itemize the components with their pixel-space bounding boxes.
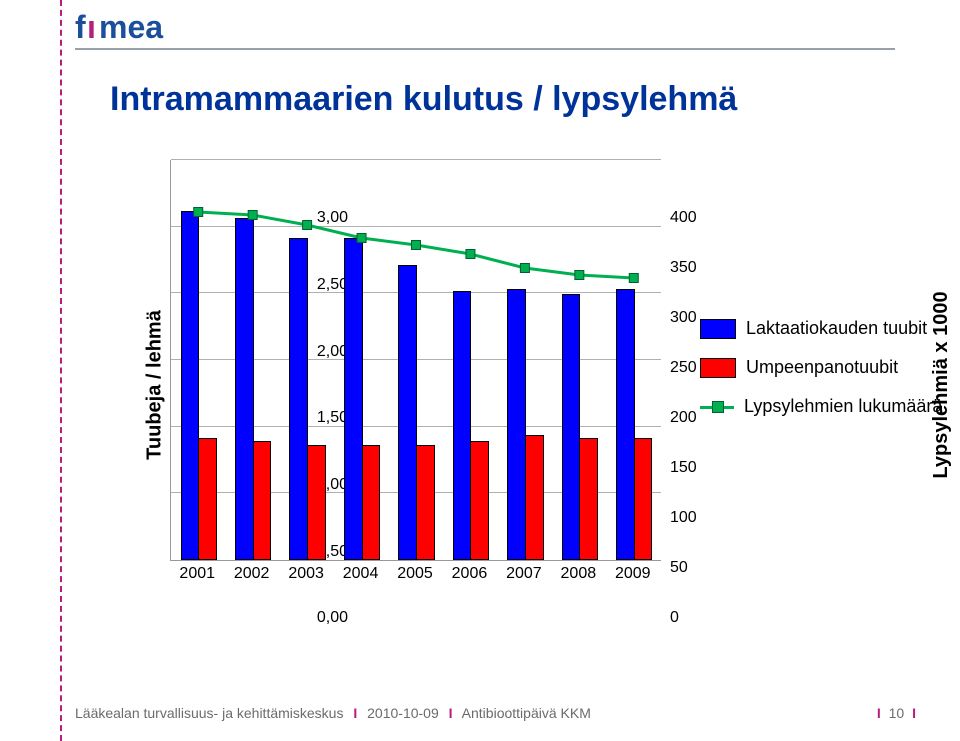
legend-item-umpeen: Umpeenpanotuubit (700, 357, 942, 378)
bar-umpeen (470, 441, 489, 560)
y1-axis-label: Tuubeja / lehmä (143, 310, 166, 460)
bar-umpeen (307, 445, 326, 560)
bar-laktaatio (453, 291, 472, 560)
decor-dashed-vertical (60, 0, 63, 741)
page: f ı mea Intramammaarien kulutus / lypsyl… (0, 0, 960, 741)
legend-swatch-line (700, 398, 734, 416)
y2-tick: 50 (670, 559, 720, 577)
x-tick: 2002 (234, 565, 270, 583)
footer-page: 10 (889, 705, 905, 721)
y2-tick: 400 (670, 209, 720, 227)
y2-tick: 0 (670, 609, 720, 627)
bar-laktaatio (398, 265, 417, 560)
footer-sep: I (912, 705, 916, 721)
legend-swatch-red (700, 358, 736, 378)
svg-text:ı: ı (87, 10, 96, 45)
y2-tick: 100 (670, 509, 720, 527)
footer-right: I 10 I (873, 705, 920, 721)
bar-laktaatio (289, 238, 308, 560)
bar-laktaatio (181, 211, 200, 560)
bar-laktaatio (235, 218, 254, 560)
x-tick: 2009 (615, 565, 651, 583)
footer-org: Lääkealan turvallisuus- ja kehittämiskes… (75, 705, 343, 721)
chart-title: Intramammaarien kulutus / lypsylehmä (110, 80, 737, 119)
y1-tick: 0,00 (298, 609, 348, 627)
bar-umpeen (362, 445, 381, 560)
bar-laktaatio (344, 238, 363, 560)
legend-label: Laktaatiokauden tuubit (746, 318, 927, 339)
legend-label: Lypsylehmien lukumäärä (744, 396, 942, 417)
bar-umpeen (198, 438, 217, 560)
bar-umpeen (416, 445, 435, 560)
legend-item-lukumaara: Lypsylehmien lukumäärä (700, 396, 942, 417)
bar-laktaatio (616, 289, 635, 560)
bar-umpeen (634, 438, 653, 560)
footer-left: Lääkealan turvallisuus- ja kehittämiskes… (75, 705, 591, 721)
y2-tick: 150 (670, 459, 720, 477)
footer-date: 2010-10-09 (367, 705, 439, 721)
x-tick: 2007 (506, 565, 542, 583)
legend-item-laktaatio: Laktaatiokauden tuubit (700, 318, 942, 339)
x-tick: 2008 (561, 565, 597, 583)
footer-sep: I (353, 705, 357, 721)
x-tick: 2006 (452, 565, 488, 583)
y2-tick: 350 (670, 259, 720, 277)
x-tick: 2001 (179, 565, 215, 583)
header-rule (75, 48, 895, 50)
bar-umpeen (525, 435, 544, 560)
x-tick: 2005 (397, 565, 433, 583)
footer-sep: I (877, 705, 881, 721)
legend-label: Umpeenpanotuubit (746, 357, 898, 378)
footer-event: Antibioottipäivä KKM (462, 705, 591, 721)
plot-area (170, 160, 661, 561)
bar-laktaatio (507, 289, 526, 560)
svg-text:f: f (75, 10, 86, 45)
x-tick: 2004 (343, 565, 379, 583)
legend: Laktaatiokauden tuubit Umpeenpanotuubit … (700, 300, 942, 435)
x-tick: 2003 (288, 565, 324, 583)
bar-umpeen (253, 441, 272, 560)
legend-swatch-blue (700, 319, 736, 339)
bar-laktaatio (562, 294, 581, 560)
svg-text:mea: mea (99, 10, 163, 45)
footer-sep: I (449, 705, 453, 721)
gridline (171, 159, 661, 160)
bar-umpeen (579, 438, 598, 560)
brand-logo: f ı mea (75, 10, 215, 46)
